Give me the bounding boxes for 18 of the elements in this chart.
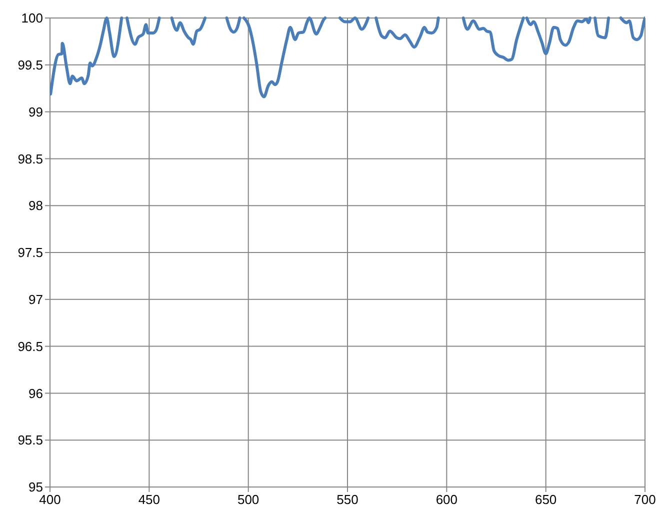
y-tick-label: 97 <box>28 292 43 307</box>
x-tick-label: 500 <box>237 492 260 507</box>
y-tick-label: 98.5 <box>18 151 43 166</box>
x-tick-label: 450 <box>138 492 160 507</box>
y-tick-label: 99.5 <box>18 57 43 72</box>
y-tick-label: 96 <box>28 386 43 401</box>
x-tick-label: 400 <box>39 492 61 507</box>
y-tick-label: 96.5 <box>18 338 43 354</box>
x-tick-label: 550 <box>336 492 358 507</box>
x-tick-label: 700 <box>634 492 656 507</box>
y-tick-label: 98 <box>28 198 43 214</box>
x-tick-label: 650 <box>534 492 557 507</box>
y-tick-label: 95.5 <box>18 432 43 448</box>
y-tick-label: 97.5 <box>18 245 43 260</box>
y-tick-label: 95 <box>28 480 43 495</box>
x-tick-label: 600 <box>436 492 458 507</box>
y-tick-label: 100 <box>21 10 43 26</box>
y-tick-label: 99 <box>28 104 43 120</box>
